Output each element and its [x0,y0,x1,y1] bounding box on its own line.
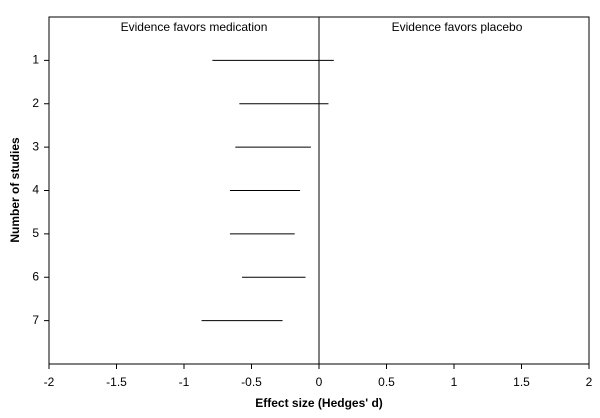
x-tick-label: 1.5 [513,375,530,389]
x-tick-label: 0.5 [378,375,395,389]
x-tick-label: 2 [586,375,593,389]
annotation: Evidence favors placebo [392,20,523,34]
x-tick-label: -2 [44,375,55,389]
y-tick-label: 6 [32,269,39,283]
y-tick-label: 2 [32,96,39,110]
y-tick-label: 5 [32,226,39,240]
x-tick-label: 1 [451,375,458,389]
y-axis-label: Number of studies [8,137,22,243]
y-tick-label: 7 [32,313,39,327]
y-tick-label: 3 [32,139,39,153]
x-tick-label: 0 [316,375,323,389]
x-axis-label: Effect size (Hedges' d) [255,396,383,410]
x-tick-label: -1.5 [106,375,127,389]
annotation: Evidence favors medication [121,20,268,34]
x-tick-label: -1 [179,375,190,389]
y-tick-label: 4 [32,183,39,197]
y-tick-label: 1 [32,53,39,67]
x-tick-label: -0.5 [241,375,262,389]
